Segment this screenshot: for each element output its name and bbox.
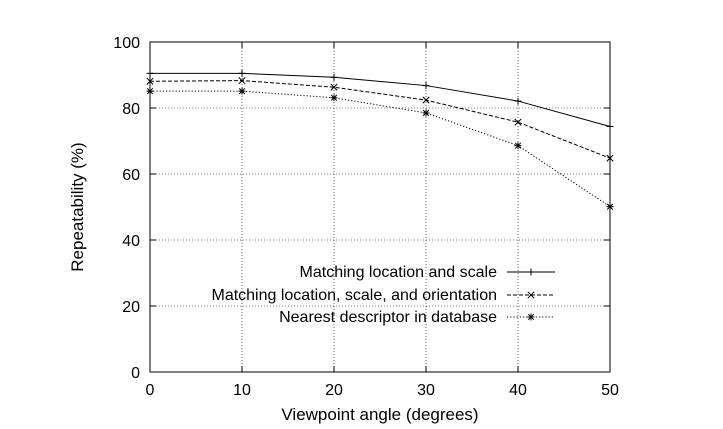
x-tick-label: 50 (601, 382, 619, 399)
data-point (606, 203, 614, 211)
legend-marker (527, 268, 535, 276)
y-tick-label: 100 (113, 35, 140, 52)
x-tick-label: 40 (509, 382, 527, 399)
data-point (422, 109, 430, 117)
data-point (238, 77, 246, 85)
legend: Matching location and scale Matching loca… (211, 264, 555, 326)
series-line-3 (150, 90, 611, 208)
legend-marker (527, 313, 535, 321)
legend-entry-2: Matching location, scale, and orientatio… (211, 287, 555, 304)
ticks-layer: 0 10 20 30 40 50 0 20 40 60 80 100 (113, 35, 619, 399)
data-point (146, 69, 154, 77)
series-line-1 (150, 72, 611, 127)
data-point (422, 96, 430, 104)
data-point (330, 94, 338, 102)
legend-entry-3: Nearest descriptor in database (279, 309, 555, 326)
x-tick-label: 20 (325, 382, 343, 399)
data-point (514, 97, 522, 105)
series-line-2 (149, 80, 611, 159)
y-tick-label: 80 (122, 101, 140, 118)
y-tick-label: 40 (122, 233, 140, 250)
legend-label: Matching location and scale (300, 264, 498, 281)
data-point (606, 122, 614, 130)
data-point (146, 77, 154, 85)
y-axis-label: Repeatability (%) (68, 142, 87, 271)
x-tick-label: 0 (146, 382, 155, 399)
data-point (514, 118, 522, 126)
series-1 (146, 69, 614, 130)
y-tick-label: 60 (122, 167, 140, 184)
series-2 (146, 77, 614, 162)
series-3 (146, 87, 614, 211)
legend-label: Nearest descriptor in database (279, 309, 497, 326)
legend-marker (527, 291, 535, 299)
data-point (330, 83, 338, 91)
data-point (606, 154, 614, 162)
x-tick-label: 30 (417, 382, 435, 399)
x-axis-label: Viewpoint angle (degrees) (281, 405, 478, 424)
data-point (514, 142, 522, 150)
data-point (238, 87, 246, 95)
data-point (146, 87, 154, 95)
legend-entry-1: Matching location and scale (300, 264, 555, 281)
data-point (330, 73, 338, 81)
data-point (422, 82, 430, 90)
data-point (238, 69, 246, 77)
x-tick-label: 10 (233, 382, 251, 399)
y-tick-label: 0 (131, 365, 140, 382)
y-tick-label: 20 (122, 299, 140, 316)
legend-label: Matching location, scale, and orientatio… (211, 287, 497, 304)
series-layer (146, 69, 614, 211)
